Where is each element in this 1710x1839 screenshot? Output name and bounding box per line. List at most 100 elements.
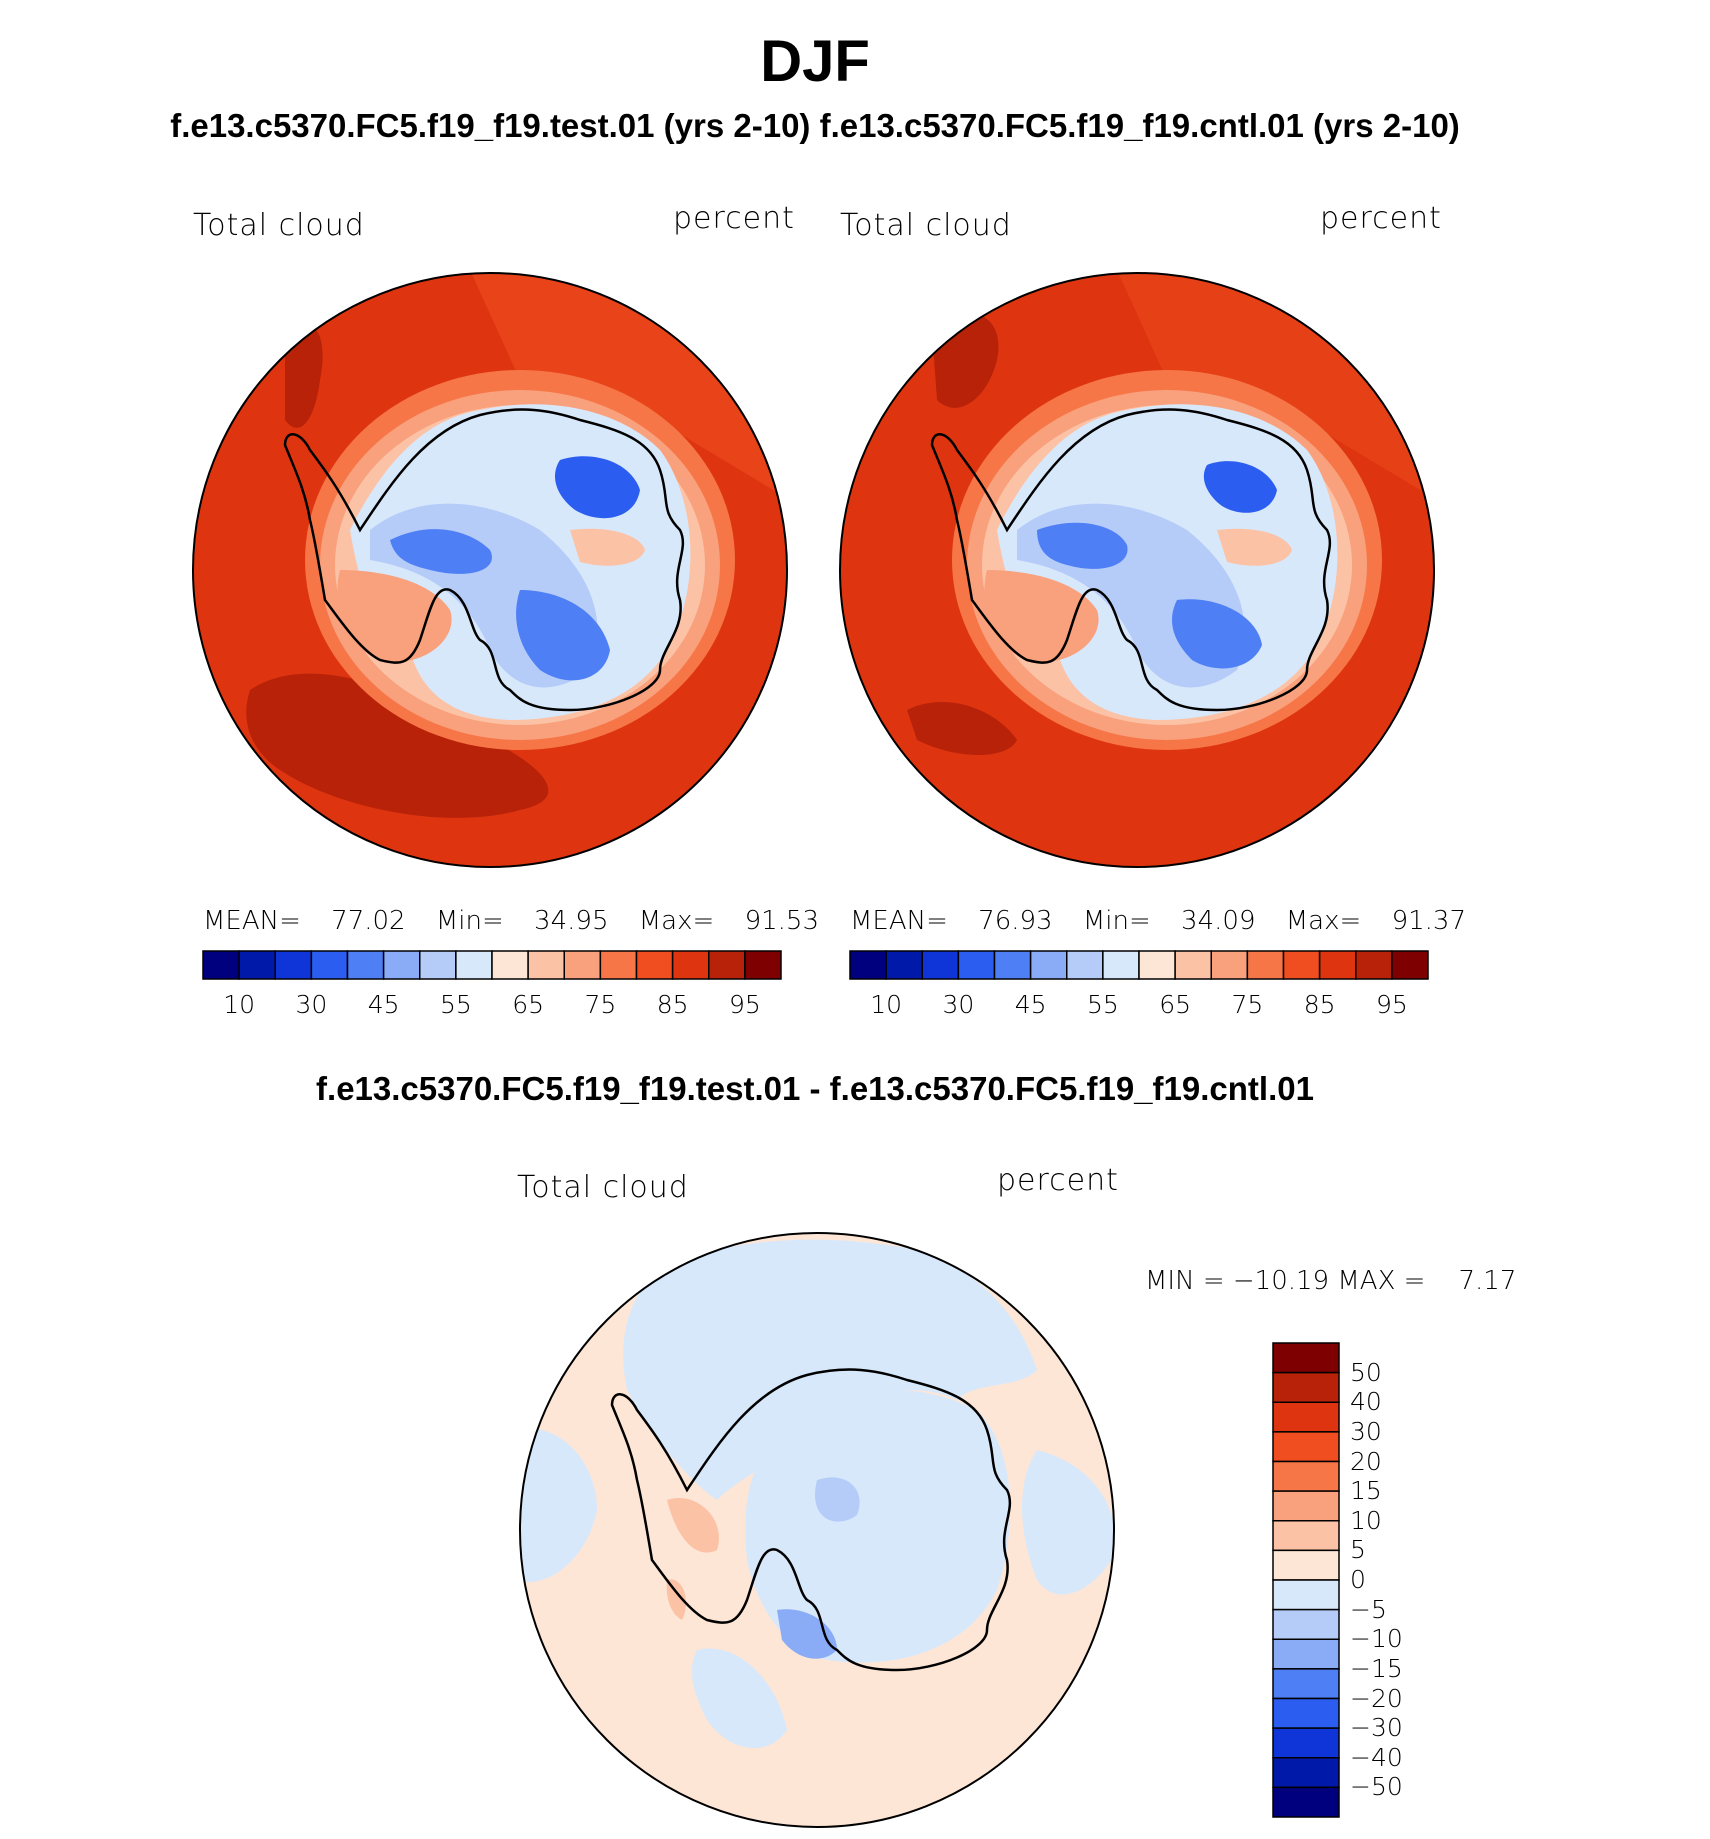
colorbar-swatch	[744, 950, 782, 980]
colorbar-tick-label: 45	[367, 990, 400, 1019]
diff-colorbar-tick-label: 15	[1350, 1476, 1382, 1506]
diff-colorbar-tick-label: −5	[1350, 1594, 1387, 1624]
diff-colorbar-swatch	[1272, 1608, 1340, 1640]
panel2-polar-map	[839, 272, 1435, 868]
colorbar-tick-label: 30	[942, 990, 975, 1019]
colorbar-tick-label: 75	[584, 990, 617, 1019]
panel1-min-label: Min=	[435, 906, 504, 936]
panel2-field-label: Total cloud	[840, 208, 1012, 243]
panel2-units-label: percent	[1320, 201, 1442, 236]
diff-minmax: MIN = −10.19 MAX = 7.17	[1145, 1266, 1517, 1296]
colorbar-tick-label: 85	[1303, 990, 1336, 1019]
colorbar-swatch	[527, 950, 565, 980]
diff-colorbar-tick-label: −15	[1350, 1653, 1403, 1683]
diff-colorbar-swatch	[1272, 1579, 1340, 1611]
colorbar-swatch	[921, 950, 960, 980]
diff-colorbar-swatch	[1272, 1697, 1340, 1729]
panel2-mean-value: 76.93	[978, 906, 1053, 936]
colorbar-swatch	[993, 950, 1032, 980]
diff-colorbar-tick-label: 50	[1350, 1357, 1382, 1387]
colorbar-tick-label: 45	[1014, 990, 1047, 1019]
diff-field-label: Total cloud	[517, 1170, 689, 1205]
diff-colorbar-tick-label: 30	[1350, 1416, 1382, 1446]
diff-colorbar-swatch	[1272, 1431, 1340, 1463]
colorbar-swatch	[491, 950, 529, 980]
diff-colorbar-swatch	[1272, 1401, 1340, 1433]
panel1-max-label: Max=	[638, 906, 715, 936]
colorbar-swatch	[563, 950, 602, 980]
colorbar-swatch	[310, 950, 349, 980]
colorbar-swatch	[1210, 950, 1249, 980]
panel2-colorbar	[849, 950, 1429, 980]
panel1-ross-sea-warm	[337, 570, 452, 662]
colorbar-swatch	[382, 950, 421, 980]
diff-colorbar-swatch	[1272, 1727, 1340, 1759]
colorbar-tick-label: 10	[870, 990, 903, 1019]
panel1-max-value: 91.53	[744, 906, 819, 936]
panel2-max-label: Max=	[1285, 906, 1362, 936]
diff-colorbar-swatch	[1272, 1638, 1340, 1670]
diff-colorbar-swatch	[1272, 1520, 1340, 1552]
diff-colorbar-tick-label: 0	[1350, 1565, 1366, 1594]
diff-colorbar-swatch	[1272, 1757, 1340, 1789]
diff-colorbar-tick-label: −30	[1350, 1713, 1403, 1743]
panel2-dark-cloud-region	[907, 701, 1017, 755]
diff-negative-west	[520, 1428, 597, 1582]
panel1-stats: MEAN= 77.02 Min= 34.95 Max= 91.53	[203, 906, 819, 936]
diff-colorbar-swatch	[1272, 1668, 1340, 1700]
panel1-colorbar	[202, 950, 782, 980]
panel1-mean-value: 77.02	[331, 906, 406, 936]
diff-coastline	[610, 1368, 1012, 1672]
panel1-units-label: percent	[673, 201, 795, 236]
colorbar-swatch	[635, 950, 674, 980]
colorbar-tick-label: 10	[223, 990, 256, 1019]
colorbar-swatch	[346, 950, 385, 980]
diff-negative-east	[1022, 1450, 1114, 1595]
colorbar-swatch	[419, 950, 457, 980]
colorbar-swatch	[957, 950, 996, 980]
colorbar-swatch	[1282, 950, 1321, 980]
panel1-dark-cloud-west	[285, 322, 323, 428]
colorbar-swatch	[885, 950, 923, 980]
diff-colorbar-tick-label: 20	[1350, 1446, 1382, 1476]
colorbar-swatch	[1318, 950, 1357, 980]
colorbar-swatch	[1102, 950, 1140, 980]
panel2-max-value: 91.37	[1391, 906, 1466, 936]
diff-colorbar-tick-label: −50	[1350, 1772, 1403, 1802]
colorbar-swatch	[1174, 950, 1212, 980]
colorbar-tick-label: 65	[512, 990, 545, 1019]
diff-colorbar-tick-label: −10	[1350, 1624, 1403, 1654]
case-subtitle: f.e13.c5370.FC5.f19_f19.test.01 (yrs 2-1…	[170, 107, 1460, 144]
colorbar-swatch	[599, 950, 638, 980]
diff-colorbar-swatch	[1272, 1786, 1340, 1818]
panel2-min-value: 34.09	[1181, 906, 1256, 936]
panel1-dark-cloud-region	[246, 673, 549, 818]
colorbar-swatch	[849, 950, 887, 980]
colorbar-swatch	[671, 950, 710, 980]
difference-polar-map	[519, 1232, 1115, 1828]
diff-colorbar-tick-label: 40	[1350, 1387, 1382, 1417]
diff-colorbar-swatch	[1272, 1490, 1340, 1522]
diff-negative-plateau	[745, 1389, 1011, 1663]
colorbar-swatch	[1355, 950, 1393, 980]
colorbar-swatch	[1066, 950, 1104, 980]
diff-colorbar-swatch	[1272, 1342, 1340, 1374]
colorbar-tick-label: 30	[295, 990, 328, 1019]
panel2-mean-label: MEAN=	[850, 906, 948, 936]
panel1-polar-map	[192, 272, 788, 868]
diff-colorbar-tick-label: −20	[1350, 1683, 1403, 1713]
colorbar-swatch	[455, 950, 493, 980]
colorbar-swatch	[1138, 950, 1176, 980]
diff-colorbar-swatch	[1272, 1460, 1340, 1492]
difference-colorbar	[1272, 1342, 1340, 1818]
diff-colorbar-tick-label: 10	[1350, 1505, 1382, 1535]
colorbar-tick-label: 55	[1086, 990, 1119, 1019]
colorbar-tick-label: 85	[656, 990, 689, 1019]
colorbar-tick-label: 75	[1231, 990, 1264, 1019]
colorbar-swatch	[1029, 950, 1068, 980]
panel2-min-label: Min=	[1082, 906, 1151, 936]
diff-colorbar-swatch	[1272, 1371, 1340, 1403]
panel1-field-label: Total cloud	[193, 208, 365, 243]
colorbar-swatch	[202, 950, 240, 980]
difference-title: f.e13.c5370.FC5.f19_f19.test.01 - f.e13.…	[316, 1070, 1314, 1107]
